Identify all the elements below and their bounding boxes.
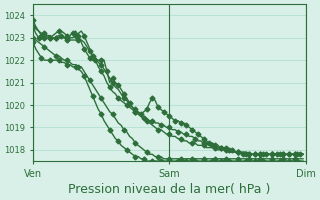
X-axis label: Pression niveau de la mer( hPa ): Pression niveau de la mer( hPa ) <box>68 183 271 196</box>
